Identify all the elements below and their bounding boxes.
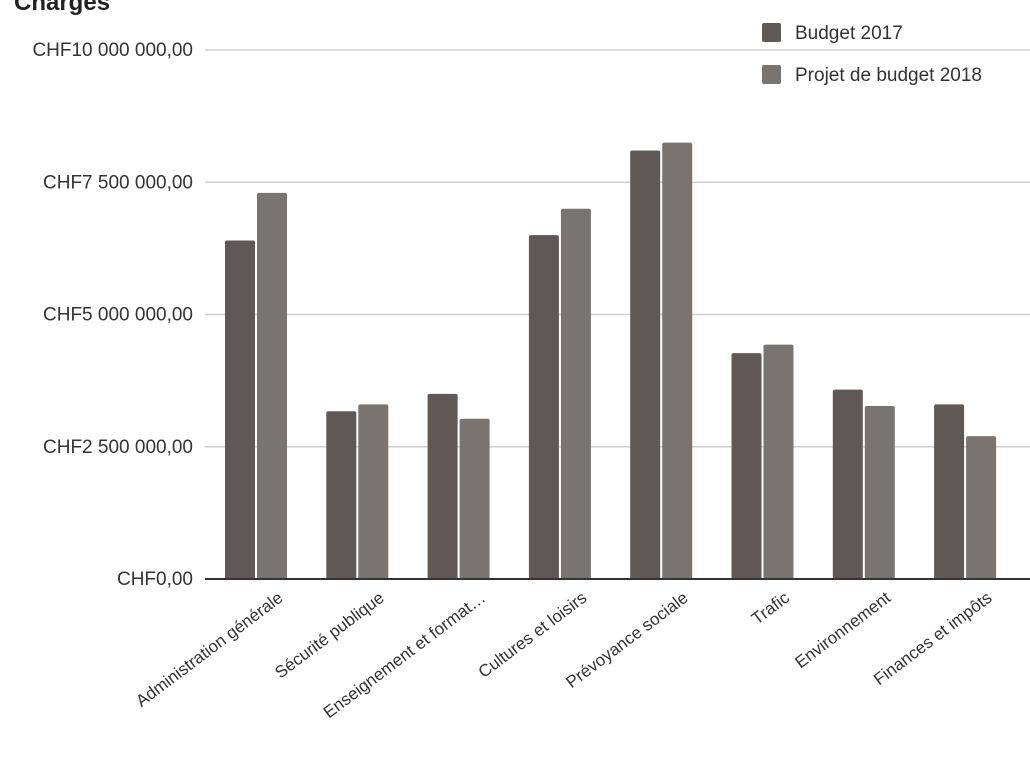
- bar-budget-2018: [257, 192, 287, 579]
- y-tick-label: CHF10 000 000,00: [32, 40, 193, 61]
- bar-budget-2017: [427, 393, 458, 579]
- y-tick-label: CHF0,00: [117, 569, 193, 590]
- legend-label: Budget 2017: [795, 23, 903, 44]
- bar-budget-2018: [662, 142, 693, 579]
- x-tick-label: Administration générale: [132, 588, 286, 711]
- bar-budget-2017: [326, 411, 357, 579]
- bar-budget-2018: [864, 406, 895, 579]
- bar-budget-2018: [358, 404, 389, 579]
- legend: Budget 2017 Projet de budget 2018: [762, 23, 982, 86]
- chart-title: Charges: [14, 0, 110, 16]
- bar-budget-2017: [934, 404, 965, 579]
- legend-label: Projet de budget 2018: [795, 65, 982, 86]
- bar-budget-2017: [731, 353, 762, 579]
- x-tick-label: Enseignement et format…: [320, 588, 489, 722]
- bar-budget-2018: [763, 344, 794, 579]
- y-tick-label: CHF5 000 000,00: [43, 305, 193, 326]
- bar-budget-2017: [528, 235, 559, 579]
- bar-budget-2017: [630, 150, 661, 579]
- y-axis-tick-labels: CHF0,00 CHF2 500 000,00 CHF5 000 000,00 CHF…: [32, 40, 193, 590]
- bar-budget-2018: [966, 436, 997, 579]
- y-tick-label: CHF2 500 000,00: [43, 437, 193, 458]
- bar-budget-2018: [459, 418, 490, 579]
- y-tick-label: CHF7 500 000,00: [43, 172, 193, 193]
- bar-budget-2017: [832, 389, 863, 579]
- legend-swatch: [762, 65, 781, 84]
- bar-budget-2017: [225, 240, 255, 579]
- x-tick-label: Environnement: [791, 588, 894, 672]
- x-tick-label: Trafic: [748, 588, 793, 629]
- legend-swatch: [762, 23, 781, 42]
- bars: [225, 142, 997, 579]
- bar-budget-2018: [560, 208, 591, 579]
- gridlines: [205, 49, 1030, 448]
